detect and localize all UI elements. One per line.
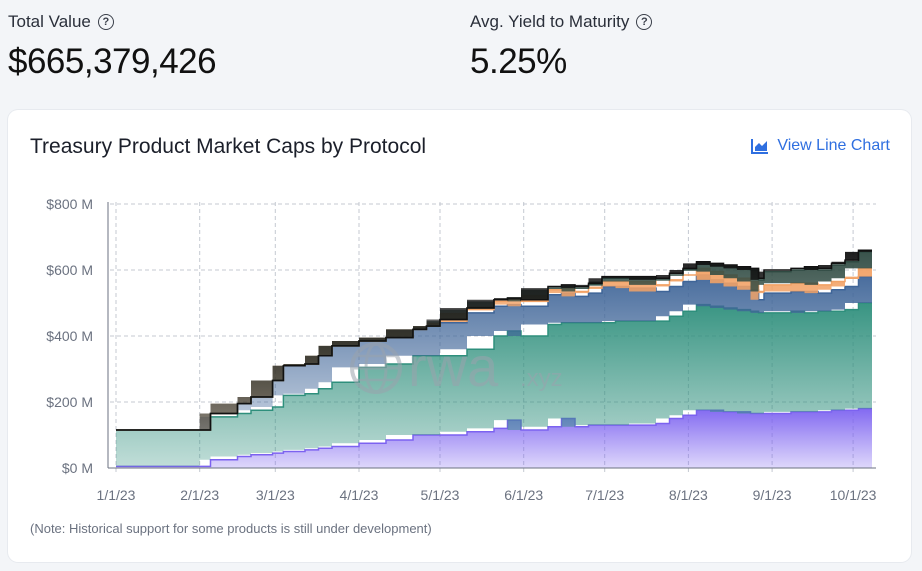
watermark: rwa .xyz	[350, 335, 563, 398]
x-tick-label: 2/1/23	[180, 487, 219, 503]
x-tick-label: 3/1/23	[256, 487, 295, 503]
watermark-suffix: .xyz	[520, 365, 563, 392]
series-line	[116, 249, 872, 431]
y-tick-label: $400 M	[46, 328, 93, 344]
chart-title: Treasury Product Market Caps by Protocol	[30, 135, 427, 158]
x-tick-label: 4/1/23	[340, 487, 379, 503]
total-value-stat: Total Value ? $665,379,426	[8, 12, 217, 82]
total-value-label: Total Value	[8, 12, 91, 31]
help-icon[interactable]: ?	[636, 14, 653, 30]
x-tick-label: 6/1/23	[504, 487, 543, 503]
watermark-brand: rwa	[408, 335, 499, 398]
chart-note: (Note: Historical support for some produ…	[30, 521, 432, 536]
series-area[interactable]	[116, 303, 872, 467]
series-area[interactable]	[116, 268, 872, 431]
yield-stat: Avg. Yield to Maturity ? 5.25%	[470, 12, 653, 82]
y-tick-label: $600 M	[46, 262, 93, 278]
view-line-chart-button[interactable]: View Line Chart	[751, 137, 890, 155]
yield-label: Avg. Yield to Maturity	[470, 12, 630, 31]
series-area[interactable]	[116, 274, 872, 431]
area-chart-icon	[751, 139, 769, 154]
x-tick-label: 1/1/23	[97, 487, 136, 503]
x-tick-label: 8/1/23	[669, 487, 708, 503]
view-line-chart-label: View Line Chart	[777, 137, 890, 154]
series-area[interactable]	[116, 408, 872, 468]
help-icon[interactable]: ?	[97, 14, 114, 30]
x-tick-label: 9/1/23	[753, 487, 792, 503]
x-tick-label: 10/1/23	[830, 487, 877, 503]
y-tick-label: $0 M	[62, 460, 93, 476]
y-tick-label: $200 M	[46, 394, 93, 410]
total-value-label-row: Total Value ?	[8, 12, 216, 32]
total-value-amount: $665,379,426	[8, 42, 217, 81]
yield-amount: 5.25%	[470, 42, 567, 81]
x-tick-label: 7/1/23	[585, 487, 624, 503]
x-tick-label: 5/1/23	[421, 487, 460, 503]
globe-icon	[350, 342, 402, 394]
y-tick-label: $800 M	[46, 196, 93, 212]
yield-label-row: Avg. Yield to Maturity ?	[470, 12, 653, 32]
